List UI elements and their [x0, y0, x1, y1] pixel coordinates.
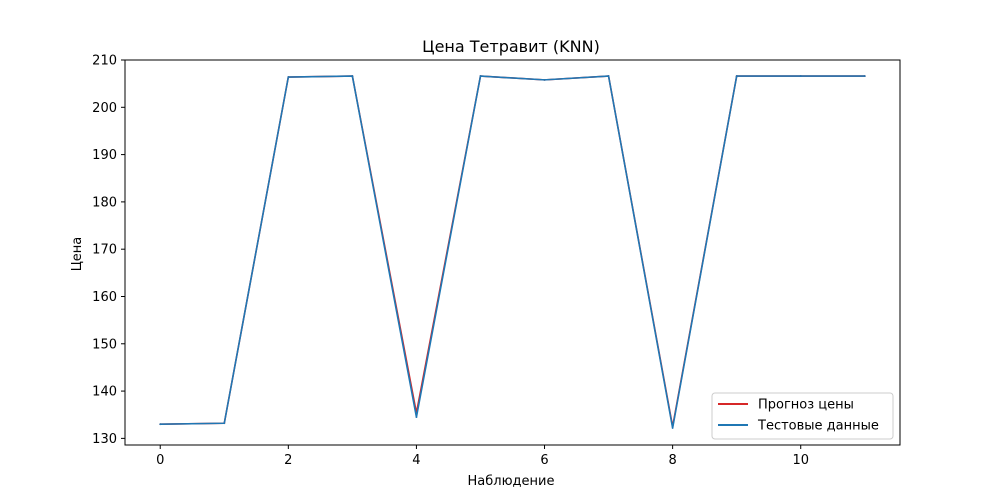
- y-axis: 130 140 150 160 170 180 190 200 210: [92, 54, 125, 447]
- x-tick-label: 6: [540, 453, 548, 468]
- series-line-1: [160, 75, 865, 428]
- x-tick-label: 0: [156, 453, 164, 468]
- data-point: [287, 76, 290, 78]
- data-point: [799, 75, 802, 77]
- data-point: [223, 422, 226, 425]
- legend-label: Прогноз цены: [758, 398, 854, 413]
- x-axis-title: Наблюдение: [468, 474, 555, 489]
- data-point: [671, 427, 674, 429]
- y-tick-label: 150: [92, 337, 117, 352]
- x-tick-label: 4: [412, 453, 420, 468]
- plot-layer: [159, 75, 866, 429]
- y-tick-label: 140: [92, 385, 117, 400]
- y-tick-label: 170: [92, 243, 117, 258]
- data-point: [415, 416, 418, 418]
- legend: Прогноз цены Тестовые данные: [711, 392, 894, 440]
- x-tick-label: 8: [668, 453, 676, 468]
- y-tick-label: 160: [92, 290, 117, 305]
- legend-label: Тестовые данные: [757, 419, 879, 434]
- data-point: [351, 75, 354, 77]
- y-tick-label: 210: [92, 54, 117, 69]
- y-tick-label: 130: [92, 432, 117, 447]
- data-point: [607, 75, 610, 77]
- x-axis: 0 2 4 6 8 10: [156, 445, 809, 468]
- series-line-2: [160, 75, 865, 429]
- axes-frame: [124, 59, 901, 446]
- data-point: [479, 75, 482, 77]
- data-point: [863, 75, 866, 77]
- chart-title: Цена Тетравит (KNN): [422, 37, 600, 56]
- legend-box: [711, 392, 894, 440]
- data-point: [543, 78, 546, 81]
- y-axis-title: Цена: [70, 237, 85, 272]
- data-point: [735, 75, 738, 77]
- x-tick-label: 10: [792, 453, 809, 468]
- y-tick-label: 200: [92, 101, 117, 116]
- y-tick-label: 180: [92, 195, 117, 210]
- data-point: [159, 423, 162, 426]
- x-tick-label: 2: [284, 453, 292, 468]
- y-tick-label: 190: [92, 148, 117, 163]
